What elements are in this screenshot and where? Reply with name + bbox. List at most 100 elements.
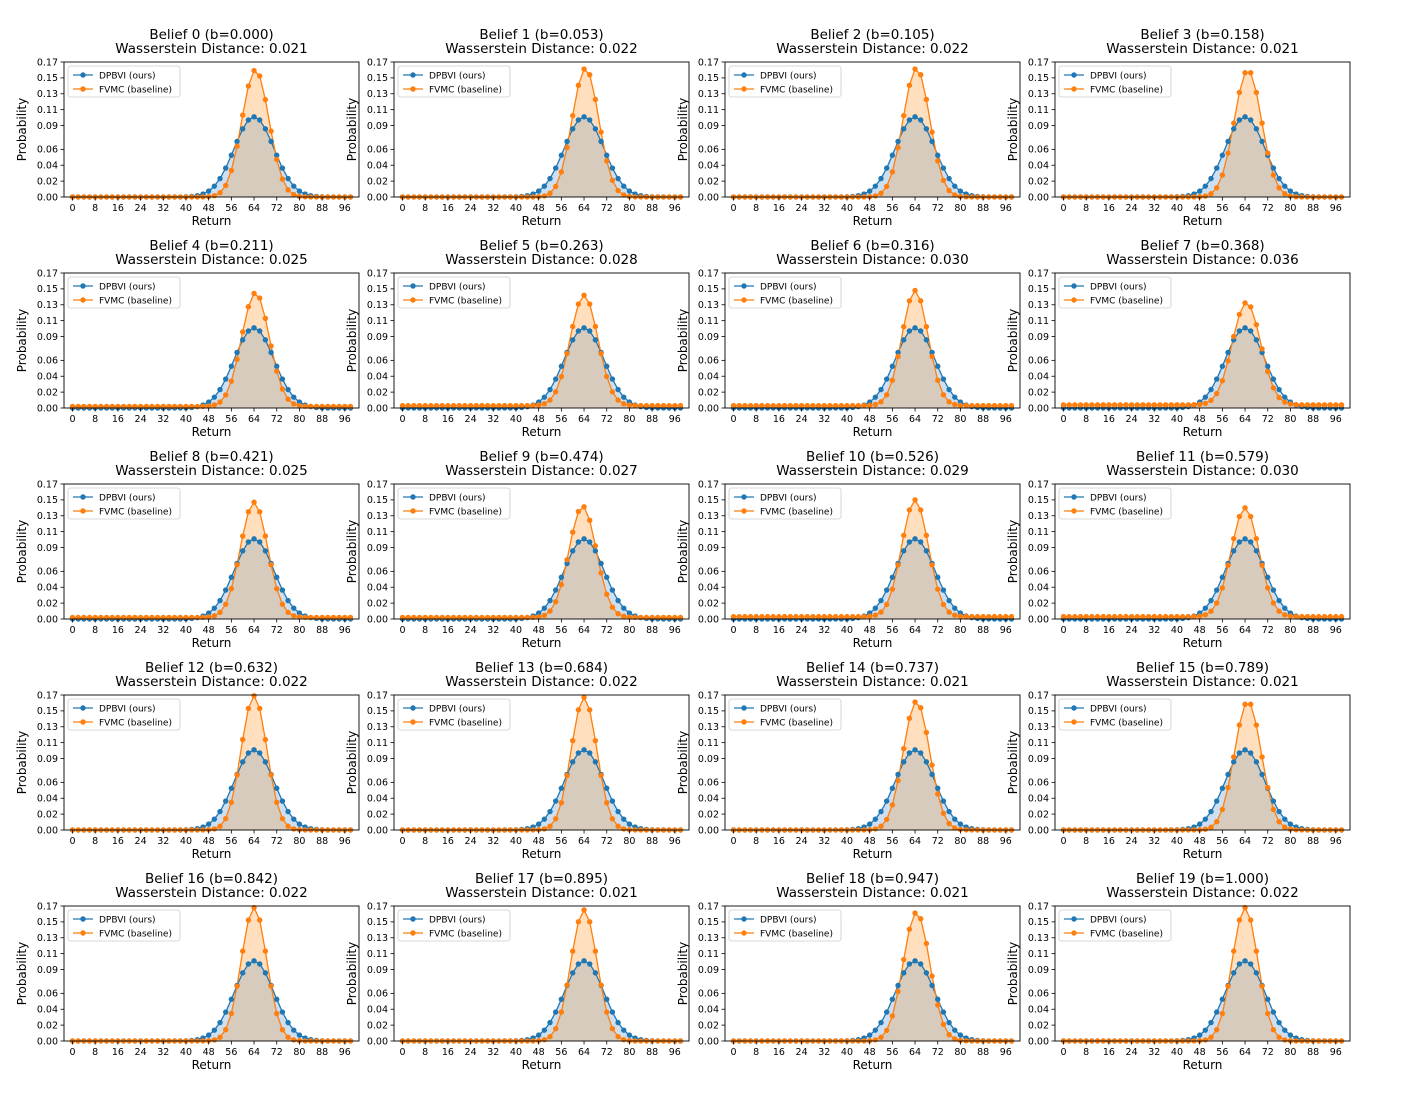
fvmc-point: [240, 736, 246, 743]
x-tick-label: 40: [841, 203, 853, 214]
y-tick-label: 0.13: [37, 89, 58, 100]
dpbvi-point: [547, 386, 553, 393]
fvmc-point: [844, 613, 850, 620]
dpbvi-point: [918, 117, 924, 123]
chart-svg: 0 8 16 24 32 40 48 56 64 72 80 88 960.000.020.040.06…: [15, 479, 360, 650]
fvmc-point: [1179, 613, 1186, 620]
chart-svg: 0 8 16 24 32 40 48 56 64 72 80 88 960.000.020.040.06…: [345, 901, 690, 1072]
y-tick-label: 0.15: [367, 73, 388, 84]
fvmc-point: [793, 613, 799, 620]
x-tick-label: 80: [1284, 625, 1296, 636]
fvmc-point: [1236, 311, 1243, 318]
fvmc-point: [1248, 701, 1254, 707]
dpbvi-point: [952, 1027, 958, 1033]
dpbvi-point: [1248, 539, 1254, 545]
x-tick-label: 8: [422, 625, 428, 636]
chart-panel: Belief 19 (b=1.000) Wasserstein Distance:…: [995, 872, 1355, 1072]
fvmc-point: [1231, 333, 1237, 340]
fvmc-point: [878, 1034, 884, 1040]
fvmc-point: [1321, 402, 1328, 408]
dpbvi-point: [615, 808, 621, 815]
x-tick-label: 96: [669, 203, 681, 214]
x-tick-label: 64: [1239, 414, 1251, 425]
overlap-area: [72, 749, 351, 830]
y-tick-label: 0.15: [367, 495, 388, 506]
dpbvi-line: [733, 538, 1012, 620]
y-tick-label: 0.13: [367, 933, 388, 944]
dpbvi-point: [1236, 750, 1243, 756]
fvmc-point: [957, 402, 964, 409]
dpbvi-point: [912, 958, 918, 964]
dpbvi-point: [918, 539, 924, 545]
y-tick-label: 0.13: [698, 300, 719, 311]
fvmc-point: [456, 402, 462, 409]
fvmc-point: [513, 402, 519, 409]
dpbvi-point: [1253, 337, 1260, 343]
fvmc-point: [1157, 613, 1163, 620]
fvmc-point: [285, 187, 291, 193]
fvmc-point: [1242, 701, 1248, 707]
dpbvi-point: [228, 574, 235, 580]
dpbvi-point: [883, 376, 890, 382]
x-tick-label: 16: [773, 625, 785, 636]
fvmc-point: [615, 610, 621, 617]
chart-svg: 0 8 16 24 32 40 48 56 64 72 80 88 960.000.020.040.06…: [1006, 479, 1351, 650]
dpbvi-point: [935, 574, 941, 580]
y-tick-label: 0.06: [1028, 778, 1049, 789]
y-tick-label: 0.11: [37, 105, 58, 116]
legend-marker: [1071, 283, 1077, 289]
fvmc-point: [1174, 613, 1180, 620]
fvmc-point: [997, 613, 1003, 620]
fvmc-point: [228, 1010, 235, 1017]
x-tick-label: 32: [487, 625, 499, 636]
fvmc-point: [1282, 191, 1288, 197]
dpbvi-point: [251, 536, 257, 542]
fvmc-area: [402, 295, 681, 408]
fvmc-point: [1168, 613, 1174, 620]
fvmc-point: [274, 156, 280, 163]
chart-title: Belief 12 (b=0.632): [145, 660, 278, 676]
fvmc-point: [552, 183, 559, 190]
fvmc-point: [228, 378, 235, 384]
fvmc-point: [815, 402, 822, 409]
fvmc-point: [211, 826, 218, 832]
dpbvi-point: [940, 798, 947, 804]
y-tick-label: 0.15: [698, 284, 719, 295]
dpbvi-point: [609, 165, 616, 171]
dpbvi-point: [228, 152, 235, 158]
x-tick-label: 56: [1216, 414, 1228, 425]
fvmc-point: [552, 816, 559, 822]
fvmc-point: [251, 290, 257, 297]
fvmc-point: [570, 948, 576, 954]
dpbvi-point: [878, 808, 884, 815]
fvmc-point: [1213, 185, 1220, 191]
y-tick-label: 0.09: [367, 965, 388, 976]
dpbvi-point: [564, 560, 570, 567]
fvmc-point: [1265, 1010, 1271, 1017]
dpbvi-point: [245, 328, 252, 334]
y-tick-label: 0.09: [698, 754, 719, 765]
fvmc-point: [1259, 346, 1265, 352]
fvmc-point: [285, 396, 291, 402]
fvmc-point: [1111, 613, 1118, 620]
fvmc-point: [490, 402, 496, 409]
fvmc-point: [1077, 402, 1084, 408]
x-tick-label: 64: [578, 836, 590, 847]
fvmc-point: [923, 96, 930, 103]
x-tick-label: 72: [1262, 625, 1274, 636]
y-tick-label: 0.02: [1028, 1020, 1049, 1031]
x-tick-label: 0: [730, 1047, 736, 1058]
legend-label: FVMC (baseline): [760, 85, 833, 95]
x-tick-label: 16: [442, 203, 454, 214]
x-tick-label: 24: [465, 1047, 477, 1058]
x-tick-label: 16: [442, 625, 454, 636]
dpbvi-point: [552, 1009, 559, 1015]
dpbvi-point: [240, 126, 246, 132]
x-tick-label: 8: [422, 836, 428, 847]
x-tick-label: 72: [932, 414, 944, 425]
chart-panel: Belief 8 (b=0.421) Wasserstein Distance: …: [4, 450, 364, 650]
legend-label: DPBVI (ours): [1090, 282, 1147, 292]
fvmc-point: [473, 402, 479, 409]
x-tick-label: 0: [1060, 836, 1066, 847]
fvmc-point: [798, 402, 805, 409]
